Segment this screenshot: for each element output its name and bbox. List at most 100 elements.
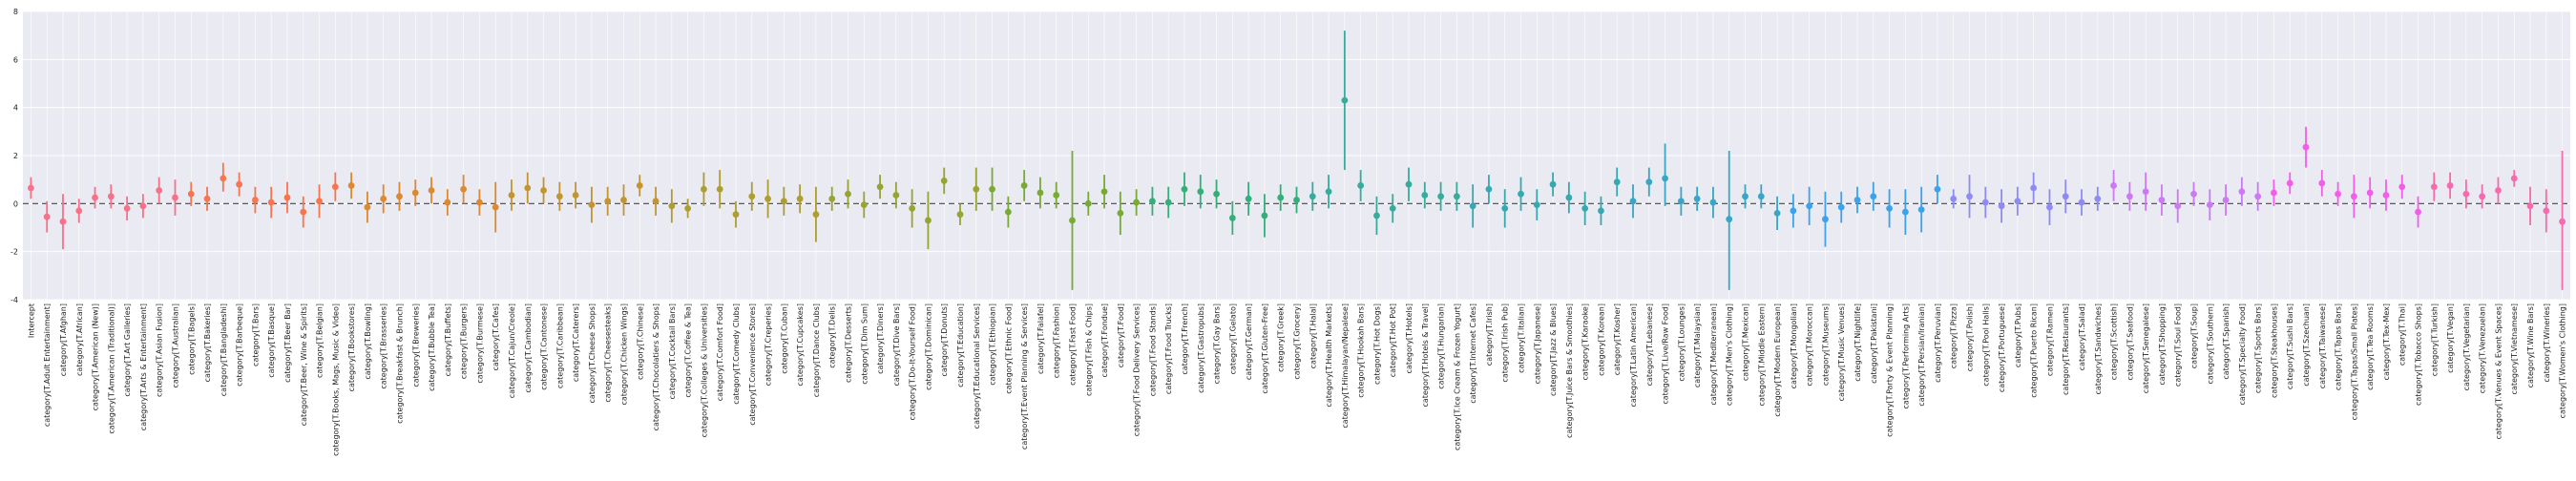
point-estimate (43, 213, 51, 220)
point-estimate (2415, 208, 2421, 216)
point-estimate (1757, 193, 1765, 200)
x-tick-label: category[T.Soul Food] (2174, 303, 2183, 387)
x-tick-label: category[T.Falafel] (1037, 303, 1045, 374)
x-tick-label: category[T.Chocolatiers & Shops] (652, 303, 660, 430)
point-estimate (1164, 199, 1172, 206)
point-estimate (1453, 193, 1460, 200)
point-estimate (812, 211, 820, 219)
x-tick-label: category[T.Adult Entertainment] (43, 303, 52, 427)
x-tick-label: category[T.Ethnic Food] (1004, 303, 1013, 394)
x-tick-label: category[T.Books, Mags, Music & Video] (331, 303, 340, 456)
point-estimate (1773, 210, 1781, 217)
x-tick-label: category[T.Asian Fusion] (156, 303, 164, 397)
point-estimate (2030, 184, 2038, 192)
x-tick-label: category[T.Bubble Tea] (428, 303, 436, 391)
series-marks (27, 31, 2566, 290)
point-estimate (1020, 182, 1028, 189)
x-tick-label: category[T.Event Planning & Services] (1020, 303, 1029, 450)
x-tick-label: category[T.Comfort Food] (716, 303, 724, 401)
x-tick-label: category[T.Nightlife] (1853, 303, 1862, 382)
x-tick-label: category[T.Venezuelan] (2479, 303, 2487, 393)
point-estimate (652, 198, 660, 205)
point-estimate (2495, 187, 2502, 194)
point-estimate (27, 184, 34, 192)
y-tick-label: 8 (13, 8, 18, 16)
x-tick-label: category[T.Turkish] (2430, 303, 2439, 376)
point-estimate (156, 187, 163, 194)
point-estimate (956, 211, 964, 219)
point-estimate (1790, 207, 1797, 215)
point-estimate (92, 194, 98, 201)
x-tick-label: category[T.Afghan] (59, 303, 68, 376)
point-estimate (1645, 178, 1653, 186)
x-tick-label: category[T.Comedy Clubs] (732, 303, 741, 405)
point-estimate (2142, 188, 2149, 196)
point-estimate (2206, 201, 2213, 208)
x-tick-label: category[T.Chicken Wings] (619, 303, 628, 406)
x-tick-label: category[T.Australian] (171, 303, 179, 388)
point-estimate (1742, 193, 1749, 200)
point-estimate (251, 197, 259, 203)
point-estimate (492, 203, 499, 211)
point-estimate (1341, 96, 1349, 104)
x-tick-label: category[T.Latin American] (1629, 303, 1638, 407)
point-estimate (2286, 179, 2293, 187)
x-tick-label: category[T.Fast Food] (1068, 303, 1077, 386)
x-tick-label: category[T.Wine Bars] (2526, 303, 2535, 387)
point-estimate (845, 190, 851, 198)
point-estimate (1228, 215, 1236, 221)
point-estimate (2398, 183, 2406, 191)
x-tick-label: category[T.Ice Cream & Frozen Yogurt] (1453, 303, 1461, 450)
point-estimate (555, 193, 563, 200)
point-estimate (2238, 188, 2246, 196)
point-estimate (2158, 197, 2166, 203)
x-tick-label: category[T.Lebanese] (1645, 303, 1654, 386)
x-tick-label: category[T.Jazz & Blues] (1549, 303, 1558, 396)
x-tick-label: category[T.Pubs] (2014, 303, 2022, 367)
x-tick-label: category[T.Greek] (1277, 303, 1286, 372)
x-tick-label: category[T.Japanese] (1533, 303, 1541, 384)
x-tick-label: category[T.Bars] (251, 303, 260, 366)
point-estimate (748, 193, 756, 200)
point-estimate (236, 180, 243, 188)
point-estimate (1806, 202, 1813, 210)
x-tick-label: category[T.Do-It-Yourself Food] (909, 303, 917, 421)
x-tick-label: category[T.Internet Cafes] (1469, 303, 1477, 404)
y-tick-label: 2 (13, 152, 18, 160)
x-tick-label: category[T.Hookah Bars] (1357, 303, 1366, 398)
x-tick-label: category[T.Breweries] (411, 303, 420, 387)
point-estimate (2062, 193, 2069, 200)
point-estimate (2462, 190, 2470, 198)
x-tick-label: category[T.Tapas/Small Plates] (2350, 303, 2358, 420)
x-tick-label: category[T.Sports Bars] (2254, 303, 2263, 393)
point-estimate (620, 197, 627, 203)
x-tick-label: category[T.Kosher] (1613, 303, 1622, 375)
y-tick-label: -2 (10, 248, 18, 257)
x-tick-label: category[T.Lounges] (1677, 303, 1686, 382)
x-tick-label: category[T.Hungarian] (1437, 303, 1446, 389)
x-tick-label: category[T.Irish] (1485, 303, 1494, 366)
x-tick-label: category[T.Restaurants] (2062, 303, 2070, 395)
x-tick-label: category[T.Food Stands] (1148, 303, 1157, 396)
point-estimate (2174, 202, 2182, 210)
point-estimate (396, 193, 403, 200)
point-estimate (2190, 190, 2197, 198)
x-tick-label: category[T.Men's Clothing] (1726, 303, 1734, 406)
x-tick-label: category[T.Moroccan] (1806, 303, 1814, 387)
point-estimate (780, 198, 787, 205)
point-estimate (508, 192, 515, 199)
x-tick-label: category[T.Gluten-Free] (1261, 303, 1269, 394)
x-tick-label: category[T.Shopping] (2158, 303, 2167, 386)
x-tick-label: category[T.Italian] (1518, 303, 1526, 373)
point-estimate (1405, 180, 1413, 188)
point-estimate (1677, 198, 1685, 205)
point-estimate (316, 198, 323, 205)
x-tick-label: category[T.Live/Raw Food] (1662, 303, 1670, 405)
x-tick-label: category[T.Vegan] (2446, 303, 2455, 373)
x-tick-label: category[T.Pakistani] (1870, 303, 1878, 384)
x-tick-label: category[T.Desserts] (844, 303, 852, 383)
point-estimate (764, 195, 771, 202)
point-estimate (107, 193, 115, 200)
x-tick-label: category[T.Mediterranean] (1709, 303, 1718, 406)
x-tick-label: category[T.Health Markets] (1325, 303, 1333, 408)
